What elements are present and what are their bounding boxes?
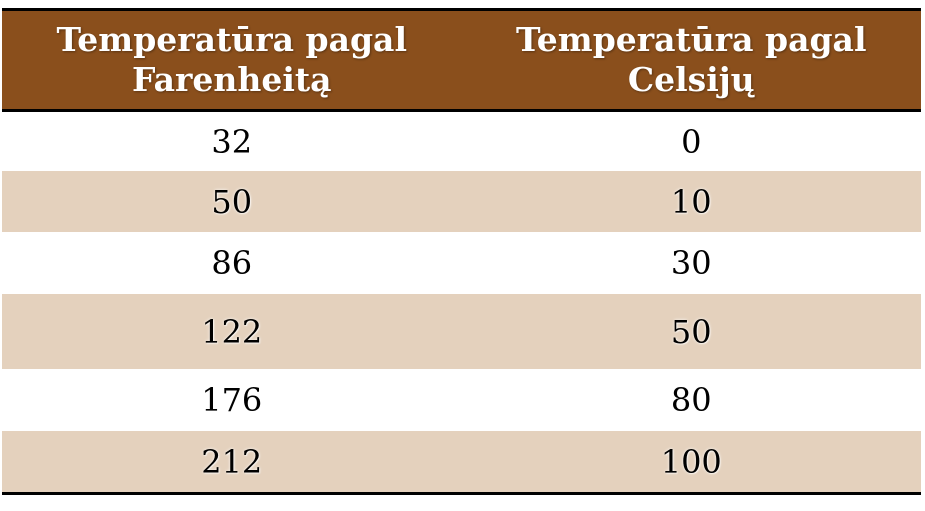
temperature-table: Temperatūra pagal Farenheitą Temperatūra… — [2, 8, 921, 495]
celsius-cell: 50 — [670, 312, 712, 351]
top-rule — [2, 8, 921, 11]
fahrenheit-cell: 212 — [201, 442, 263, 481]
table-row: 176 80 — [2, 369, 921, 431]
table-row: 212 100 — [2, 431, 921, 492]
celsius-cell: 80 — [670, 381, 712, 419]
celsius-cell: 0 — [681, 122, 702, 161]
table-row: 50 10 — [2, 171, 921, 232]
fahrenheit-cell: 122 — [201, 312, 263, 351]
table-header-row: Temperatūra pagal Farenheitą Temperatūra… — [2, 11, 921, 112]
fahrenheit-cell: 32 — [211, 122, 253, 161]
celsius-cell: 100 — [660, 442, 722, 481]
header-celsius: Temperatūra pagal Celsijų — [516, 20, 867, 99]
table-row: 122 50 — [2, 294, 921, 369]
fahrenheit-cell: 50 — [211, 182, 253, 221]
table-row: 86 30 — [2, 232, 921, 294]
fahrenheit-cell: 176 — [201, 381, 263, 419]
bottom-rule — [2, 492, 921, 495]
celsius-cell: 30 — [670, 244, 712, 282]
table-row: 32 0 — [2, 112, 921, 171]
fahrenheit-cell: 86 — [211, 244, 253, 282]
celsius-cell: 10 — [670, 182, 712, 221]
header-fahrenheit: Temperatūra pagal Farenheitą — [56, 20, 407, 99]
